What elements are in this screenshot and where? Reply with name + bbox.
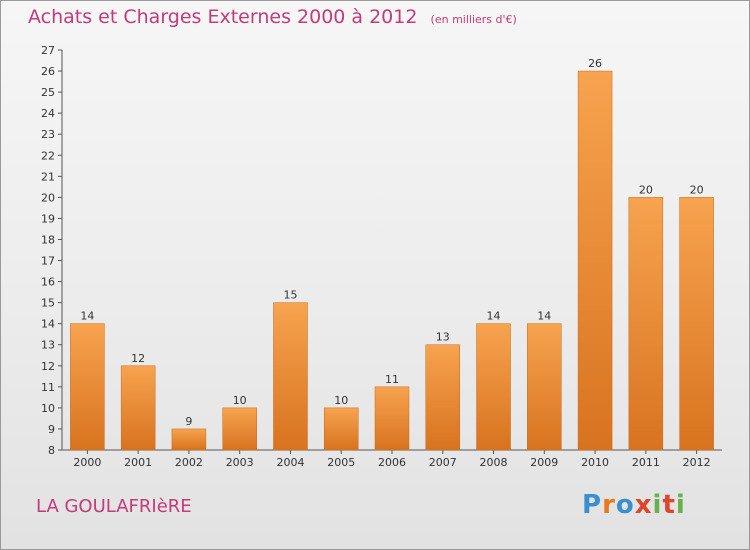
y-tick-label: 23 — [41, 128, 55, 141]
value-label-2012: 20 — [690, 183, 704, 196]
value-label-2005: 10 — [334, 394, 348, 407]
value-label-2006: 11 — [385, 373, 399, 386]
bar-2012 — [679, 197, 714, 451]
bar-2003 — [222, 407, 257, 451]
y-tick-label: 24 — [41, 107, 55, 120]
bar-2002 — [171, 428, 207, 451]
y-tick-label: 11 — [41, 381, 55, 394]
y-tick-label: 14 — [41, 318, 55, 331]
bar-2006 — [374, 386, 410, 451]
x-tick-label-2002: 2002 — [175, 456, 203, 469]
y-tick-label: 20 — [41, 191, 55, 204]
x-tick-label-2009: 2009 — [530, 456, 558, 469]
y-tick-label: 16 — [41, 276, 55, 289]
logo-letter: t — [662, 490, 676, 520]
chart-bars — [70, 70, 714, 451]
chart-axes: 8 9 10 11 12 13 14 15 16 17 18 19 20 21 22 23 24 25 26 27 — [41, 44, 722, 457]
y-tick-label: 27 — [41, 44, 55, 57]
chart-header: Achats et Charges Externes 2000 à 2012 (… — [28, 6, 517, 28]
bar-2010 — [577, 70, 613, 451]
proxiti-logo[interactable]: Proxiti — [582, 490, 686, 520]
chart-labels: 2000 14 2001 12 2002 9 2003 10 2004 15 2005 10 2006 1… — [73, 57, 710, 469]
chart-title: Achats et Charges Externes 2000 à 2012 — [28, 6, 418, 28]
bar-2009 — [527, 323, 562, 451]
logo-letter: r — [602, 490, 616, 520]
bar-2008 — [476, 323, 511, 451]
logo-letter: x — [634, 490, 653, 520]
x-tick-label-2001: 2001 — [124, 456, 152, 469]
x-tick-label-2000: 2000 — [73, 456, 101, 469]
x-tick-label-2007: 2007 — [429, 456, 457, 469]
logo-letter: i — [652, 490, 663, 520]
x-tick-label-2011: 2011 — [632, 456, 660, 469]
y-tick-label: 8 — [48, 444, 55, 457]
x-tick-label-2004: 2004 — [276, 456, 304, 469]
y-tick-label: 22 — [41, 149, 55, 162]
logo-letter: o — [615, 490, 635, 520]
value-label-2000: 14 — [80, 310, 94, 323]
x-tick-label-2008: 2008 — [480, 456, 508, 469]
x-tick-label-2012: 2012 — [683, 456, 711, 469]
value-label-2010: 26 — [588, 57, 602, 70]
value-label-2002: 9 — [185, 415, 192, 428]
x-tick-label-2006: 2006 — [378, 456, 406, 469]
y-tick-label: 21 — [41, 170, 55, 183]
y-tick-label: 9 — [48, 423, 55, 436]
y-tick-label: 12 — [41, 360, 55, 373]
value-label-2008: 14 — [487, 310, 501, 323]
bar-2005 — [323, 407, 359, 451]
logo-letter: P — [582, 490, 603, 520]
y-tick-label: 13 — [41, 339, 55, 352]
bar-2004 — [273, 302, 308, 451]
x-tick-label-2003: 2003 — [226, 456, 254, 469]
y-tick-label: 15 — [41, 297, 55, 310]
value-label-2004: 15 — [283, 289, 297, 302]
y-tick-label: 26 — [41, 65, 55, 78]
bar-2001 — [120, 365, 156, 451]
commune-name: LA GOULAFRIèRE — [36, 496, 192, 517]
value-label-2011: 20 — [639, 183, 653, 196]
value-label-2009: 14 — [537, 310, 551, 323]
y-tick-label: 10 — [41, 402, 55, 415]
x-tick-label-2005: 2005 — [327, 456, 355, 469]
value-label-2001: 12 — [131, 352, 145, 365]
chart-subtitle: (en milliers d'€) — [430, 13, 517, 26]
bar-2007 — [425, 344, 461, 451]
y-tick-label: 19 — [41, 212, 55, 225]
y-tick-label: 17 — [41, 255, 55, 268]
x-tick-label-2010: 2010 — [581, 456, 609, 469]
y-tick-label: 18 — [41, 233, 55, 246]
value-label-2003: 10 — [233, 394, 247, 407]
y-tick-label: 25 — [41, 86, 55, 99]
bar-2000 — [70, 323, 105, 451]
logo-letter: i — [675, 490, 686, 520]
value-label-2007: 13 — [436, 331, 450, 344]
bar-2011 — [628, 197, 664, 451]
